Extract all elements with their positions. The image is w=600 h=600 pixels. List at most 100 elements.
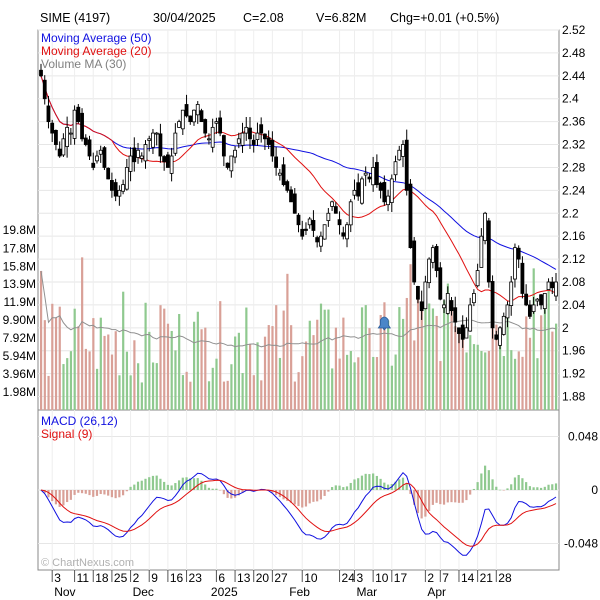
candle-body: [65, 126, 70, 147]
candle-body: [210, 126, 215, 148]
volume-bar: [122, 291, 125, 410]
macd-histogram-bar: [409, 490, 412, 494]
macd-histogram-bar: [207, 487, 211, 490]
price-tick-label: 1.96: [562, 344, 586, 358]
volume-bar: [107, 334, 110, 410]
candle-body: [505, 304, 510, 319]
candle-body: [281, 164, 286, 186]
candle-body: [386, 195, 390, 206]
candlesticks: [39, 63, 558, 350]
volume-bar: [196, 311, 199, 410]
candle-body: [539, 294, 543, 306]
date-tick-label: 2: [427, 571, 434, 585]
volume-bar: [304, 341, 308, 410]
volume-bar: [282, 310, 285, 410]
volume-bar: [92, 318, 95, 410]
candle-body: [46, 105, 51, 123]
volume-bar: [528, 337, 532, 410]
macd-histogram-bar: [435, 490, 438, 503]
candle-body: [83, 137, 88, 145]
volume-bar: [390, 365, 393, 410]
volume-bar: [517, 351, 520, 410]
candle-body: [389, 178, 394, 203]
header-close: C=2.08: [243, 11, 284, 25]
volume-tick-label: 13.9M: [3, 277, 36, 291]
candle-body: [147, 138, 152, 141]
candle-body: [192, 109, 196, 123]
macd-histogram-bar: [222, 490, 225, 495]
macd-histogram-bar: [133, 484, 136, 490]
candle-body: [199, 110, 204, 123]
candle-body: [117, 189, 122, 197]
candle-body: [378, 182, 383, 191]
macd-histogram-bar: [151, 475, 155, 490]
volume-bar: [446, 283, 449, 410]
candle-body: [490, 281, 495, 329]
macd-histogram-bar: [461, 490, 464, 503]
volume-bar: [58, 306, 61, 410]
volume-bar: [379, 315, 382, 410]
date-tick-label: 6: [218, 571, 225, 585]
macd-histogram-bar: [398, 479, 401, 490]
macd-histogram-bar: [114, 490, 117, 499]
macd-histogram-bar: [349, 482, 352, 490]
candle-body: [393, 161, 398, 176]
header-date: 30/04/2025: [153, 11, 216, 25]
volume-bar: [439, 361, 442, 410]
price-tick-label: 2.2: [562, 206, 579, 220]
legend-ma50: Moving Average (50): [41, 31, 152, 45]
candle-body: [207, 138, 211, 141]
volume-tick-label: 19.8M: [3, 223, 36, 237]
macd-histogram-bar: [506, 488, 509, 490]
macd-histogram-bar: [125, 490, 128, 492]
volume-bar: [469, 335, 472, 410]
macd-histogram-bar: [144, 478, 147, 490]
date-tick-label: 3: [356, 571, 363, 585]
macd-histogram-bar: [323, 490, 326, 496]
macd-histogram-bar: [237, 490, 240, 496]
macd-histogram-bar: [334, 485, 337, 490]
candle-body: [251, 139, 256, 145]
alert-bell-icon[interactable]: [377, 316, 392, 331]
macd-histogram-bar: [43, 490, 46, 493]
volume-bar: [181, 375, 185, 410]
candle-body: [270, 139, 275, 157]
candle-body: [419, 301, 424, 312]
date-tick-label: 16: [170, 571, 184, 585]
macd-histogram-bar: [286, 490, 289, 501]
candle-body: [330, 201, 334, 207]
macd-histogram-bar: [375, 475, 378, 490]
candle-body: [289, 189, 293, 203]
candle-body: [98, 149, 103, 155]
candle-body: [427, 258, 432, 284]
macd-histogram-bar: [338, 485, 341, 490]
volume-bar: [327, 309, 330, 410]
volume-bar: [99, 317, 102, 410]
volume-bar: [409, 264, 412, 410]
macd-histogram-bar: [200, 480, 203, 490]
macd-histogram-bar: [319, 490, 322, 500]
volume-bar: [338, 358, 341, 410]
candle-body: [68, 132, 73, 135]
month-label: Dec: [133, 585, 154, 599]
macd-histogram-bar: [148, 477, 151, 490]
macd-histogram-bar: [129, 486, 132, 490]
macd-tick-label: 0: [591, 483, 598, 497]
macd-histogram-bar: [513, 477, 517, 490]
candle-body: [464, 327, 469, 339]
volume-bar: [316, 319, 319, 410]
candle-body: [531, 304, 536, 312]
macd-histogram-bar: [521, 478, 524, 490]
volume-bar: [260, 380, 263, 410]
month-label: Apr: [427, 585, 446, 599]
price-tick-label: 2.16: [562, 229, 586, 243]
macd-histogram-bar: [379, 478, 382, 490]
candle-body: [91, 162, 96, 168]
volume-bar: [163, 308, 166, 410]
volume-bar: [275, 305, 278, 410]
volume-bar: [334, 327, 338, 410]
macd-histogram-bar: [211, 488, 214, 490]
macd-histogram-bar: [118, 490, 121, 498]
candle-body: [132, 147, 137, 163]
macd-histogram-bar: [413, 490, 416, 505]
